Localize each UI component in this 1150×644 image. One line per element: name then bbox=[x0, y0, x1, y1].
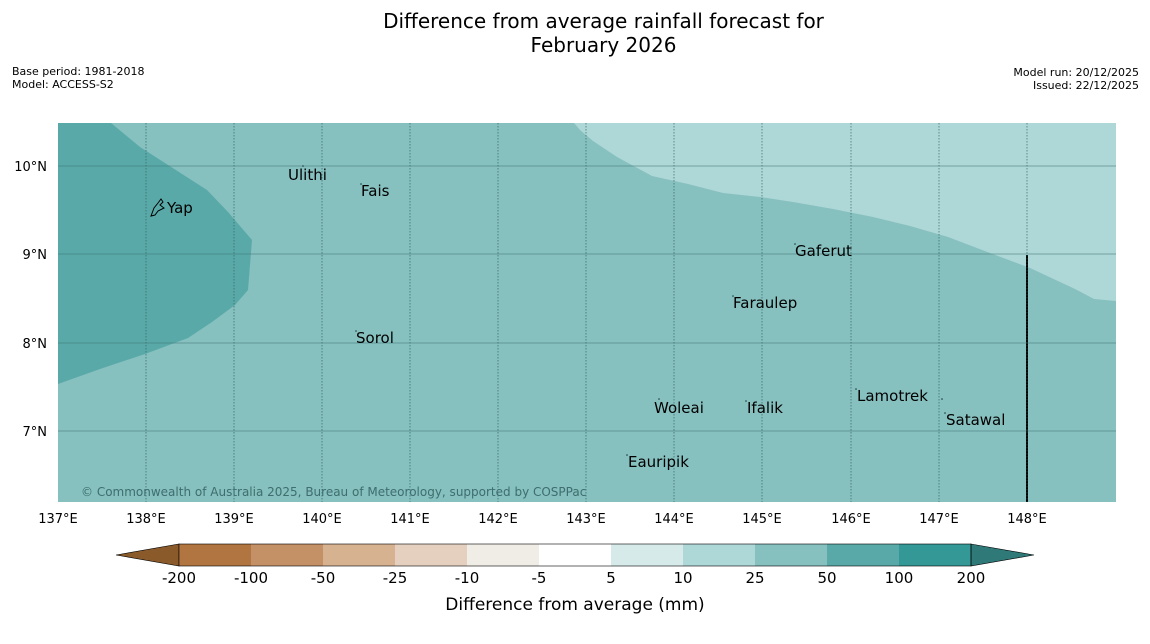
cb-label: 100 bbox=[885, 569, 914, 587]
lat-tick: 8°N bbox=[23, 337, 48, 352]
island-dot bbox=[658, 398, 660, 400]
cb-label: 10 bbox=[673, 569, 692, 587]
place-faraulep: Faraulep bbox=[733, 294, 797, 312]
colorbar-segment bbox=[683, 544, 755, 566]
cb-label: -5 bbox=[532, 569, 547, 587]
cb-label: 25 bbox=[745, 569, 764, 587]
cb-label: -100 bbox=[234, 569, 268, 587]
cb-label: 5 bbox=[606, 569, 616, 587]
lon-tick: 137°E bbox=[38, 512, 78, 527]
model-run: Model run: 20/12/2025 bbox=[1013, 66, 1139, 79]
title-line-1: Difference from average rainfall forecas… bbox=[383, 9, 824, 33]
copyright-notice: © Commonwealth of Australia 2025, Bureau… bbox=[81, 485, 586, 499]
title-line-2: February 2026 bbox=[530, 33, 677, 57]
colorbar-segment bbox=[323, 544, 395, 566]
cb-label: -50 bbox=[311, 569, 336, 587]
band-100-region bbox=[58, 123, 252, 384]
place-ifalik: Ifalik bbox=[747, 399, 783, 417]
place-lamotrek: Lamotrek bbox=[857, 387, 928, 405]
yap-island-shape bbox=[150, 198, 165, 217]
island-dot bbox=[941, 398, 943, 400]
colorbar-segment bbox=[755, 544, 827, 566]
model-name: Model: ACCESS-S2 bbox=[12, 78, 114, 91]
island-dot bbox=[794, 243, 796, 245]
lon-tick: 142°E bbox=[478, 512, 518, 527]
place-gaferut: Gaferut bbox=[795, 242, 852, 260]
island-dot bbox=[732, 295, 734, 297]
cb-label: -10 bbox=[455, 569, 480, 587]
colorbar-segment bbox=[179, 544, 251, 566]
place-sorol: Sorol bbox=[356, 329, 394, 347]
colorbar-segment bbox=[611, 544, 683, 566]
lon-tick: 138°E bbox=[126, 512, 166, 527]
meta-right: Model run: 20/12/2025 Issued: 22/12/2025 bbox=[1013, 66, 1139, 92]
place-ulithi: Ulithi bbox=[288, 166, 327, 184]
cb-label: 50 bbox=[817, 569, 836, 587]
island-dots bbox=[302, 165, 946, 456]
place-woleai: Woleai bbox=[654, 399, 704, 417]
lon-tick: 144°E bbox=[654, 512, 694, 527]
colorbar-segment bbox=[899, 544, 971, 566]
colorbar-title: Difference from average (mm) bbox=[445, 595, 704, 615]
island-dot bbox=[302, 165, 304, 167]
gridlines bbox=[145, 123, 1028, 502]
place-eauripik: Eauripik bbox=[628, 453, 689, 471]
map-area bbox=[58, 123, 1116, 502]
parallels bbox=[58, 165, 1116, 432]
lat-tick: 7°N bbox=[23, 425, 48, 440]
place-fais: Fais bbox=[361, 182, 390, 200]
colorbar bbox=[115, 543, 1035, 567]
island-dot bbox=[360, 183, 362, 185]
island-dot bbox=[855, 388, 857, 390]
lon-tick: 139°E bbox=[214, 512, 254, 527]
lon-tick: 148°E bbox=[1007, 512, 1047, 527]
colorbar-segment bbox=[395, 544, 467, 566]
lon-tick: 140°E bbox=[302, 512, 342, 527]
place-satawal: Satawal bbox=[946, 411, 1005, 429]
lon-tick: 143°E bbox=[566, 512, 606, 527]
lat-tick: 10°N bbox=[14, 160, 47, 175]
band-25-region bbox=[574, 123, 1116, 301]
lon-tick: 147°E bbox=[919, 512, 959, 527]
colorbar-outline bbox=[178, 543, 972, 567]
island-dot bbox=[626, 454, 628, 456]
colorbar-segment bbox=[539, 544, 611, 566]
chart-title: Difference from average rainfall forecas… bbox=[0, 9, 1150, 57]
cb-label: 200 bbox=[957, 569, 986, 587]
issued-date: Issued: 22/12/2025 bbox=[1032, 79, 1139, 92]
lon-tick: 141°E bbox=[390, 512, 430, 527]
colorbar-extend-high bbox=[970, 543, 1035, 567]
place-labels: Yap Ulithi Fais Gaferut Faraulep Sorol L… bbox=[166, 166, 1005, 471]
base-period: Base period: 1981-2018 bbox=[12, 65, 145, 78]
lon-tick: 146°E bbox=[831, 512, 871, 527]
colorbar-segment bbox=[467, 544, 539, 566]
island-dot bbox=[355, 330, 357, 332]
colorbar-labels: -200 -100 -50 -25 -10 -5 5 10 25 50 100 … bbox=[162, 569, 985, 587]
lat-tick: 9°N bbox=[23, 248, 48, 263]
lat-tick-labels: 10°N 9°N 8°N 7°N bbox=[14, 160, 47, 440]
island-dot bbox=[745, 400, 747, 402]
colorbar-extend-low bbox=[115, 543, 180, 567]
cb-label: -200 bbox=[162, 569, 196, 587]
colorbar-segment bbox=[827, 544, 899, 566]
lon-tick: 145°E bbox=[742, 512, 782, 527]
cb-label: -25 bbox=[383, 569, 408, 587]
lon-tick-labels: 137°E 138°E 139°E 140°E 141°E 142°E 143°… bbox=[38, 512, 1047, 527]
island-dot bbox=[944, 412, 946, 414]
colorbar-segment bbox=[251, 544, 323, 566]
meta-left: Base period: 1981-2018 Model: ACCESS-S2 bbox=[12, 65, 144, 91]
place-yap: Yap bbox=[166, 199, 193, 217]
